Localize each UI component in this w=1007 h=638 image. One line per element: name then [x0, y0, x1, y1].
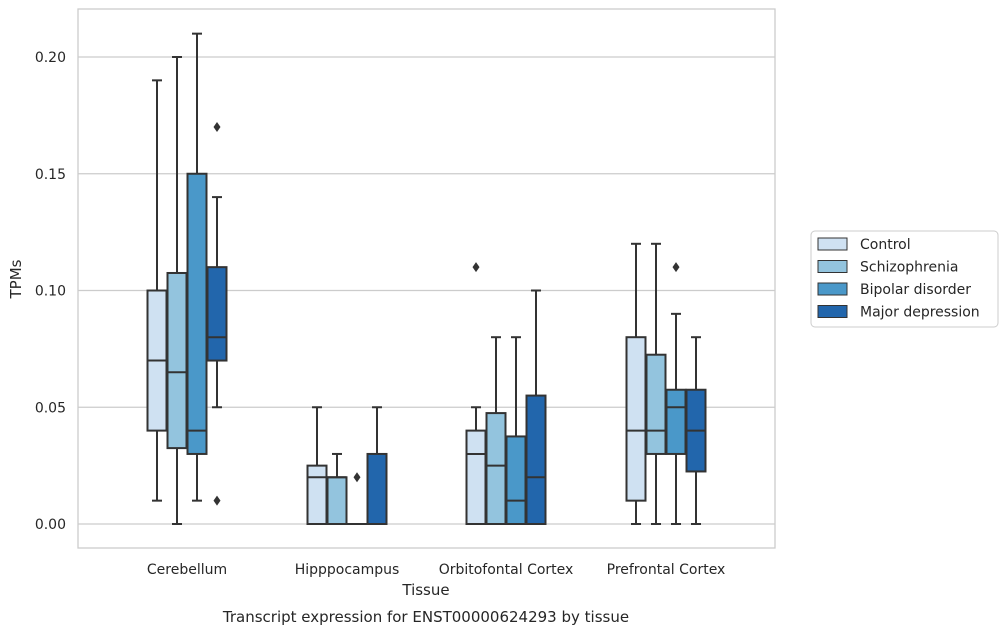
- x-tick-labels: Cerebellum Hipppocampus Orbitofontal Corte…: [147, 562, 725, 578]
- legend-swatch: [817, 237, 848, 251]
- box-iqr: [625, 336, 647, 502]
- box-iqr: [306, 464, 328, 525]
- legend-frame: [810, 230, 999, 328]
- box-schizophrenia: [485, 336, 507, 525]
- outlier-point: [672, 262, 680, 273]
- x-tick-label: Prefrontal Cortex: [607, 562, 726, 578]
- box-control: [146, 79, 168, 502]
- outlier-point: [353, 472, 361, 483]
- x-axis-label: Tissue: [401, 581, 449, 599]
- outlier-point: [472, 262, 480, 273]
- box-control: [625, 242, 647, 525]
- box-iqr: [186, 172, 208, 455]
- box-iqr: [206, 266, 228, 362]
- box-bipolar-disorder: [347, 472, 367, 525]
- box-control: [465, 262, 487, 526]
- box-major-depression: [685, 336, 707, 525]
- y-tick-label: 0.15: [35, 167, 66, 183]
- box-iqr: [665, 388, 687, 455]
- box-schizophrenia: [326, 452, 348, 525]
- legend-swatch: [817, 282, 848, 296]
- legend-label: Major depression: [860, 305, 980, 321]
- x-tick-label: Hipppocampus: [295, 562, 400, 578]
- y-tick-labels: 0.00 0.05 0.10 0.15 0.20: [35, 50, 66, 533]
- legend: Control Schizophrenia Bipolar disorder Majo…: [810, 230, 999, 328]
- outlier-point: [213, 122, 221, 133]
- x-tick-label: Cerebellum: [147, 562, 227, 578]
- y-axis-label: TPMs: [7, 259, 25, 299]
- box-iqr: [525, 394, 547, 526]
- box-layer: [146, 32, 707, 526]
- box-major-depression: [525, 289, 547, 526]
- box-bipolar-disorder: [665, 262, 687, 525]
- box-major-depression: [366, 406, 388, 526]
- legend-swatch: [817, 260, 848, 273]
- box-schizophrenia: [166, 56, 188, 525]
- legend-label: Bipolar disorder: [860, 282, 971, 298]
- y-tick-label: 0.10: [35, 284, 66, 300]
- box-iqr: [326, 476, 348, 525]
- x-tick-label: Orbitofontal Cortex: [439, 562, 574, 578]
- box-iqr: [465, 429, 487, 526]
- plot-frame: [77, 8, 776, 549]
- outlier-point: [213, 495, 221, 506]
- box-schizophrenia: [645, 242, 667, 525]
- box-iqr: [366, 452, 388, 526]
- box-iqr: [505, 435, 527, 525]
- y-tick-label: 0.00: [35, 517, 66, 533]
- y-tick-label: 0.20: [35, 50, 66, 66]
- box-bipolar-disorder: [186, 32, 208, 502]
- y-tick-label: 0.05: [35, 400, 66, 416]
- box-iqr: [485, 412, 507, 525]
- box-bipolar-disorder: [505, 336, 527, 525]
- box-major-depression: [206, 122, 228, 506]
- box-iqr: [166, 271, 188, 450]
- box-iqr: [645, 353, 667, 455]
- legend-label: Schizophrenia: [860, 260, 958, 276]
- legend-label: Control: [860, 237, 911, 253]
- box-control: [306, 406, 328, 525]
- legend-swatch: [817, 305, 848, 318]
- chart-title: Transcript expression for ENST0000062429…: [222, 608, 629, 626]
